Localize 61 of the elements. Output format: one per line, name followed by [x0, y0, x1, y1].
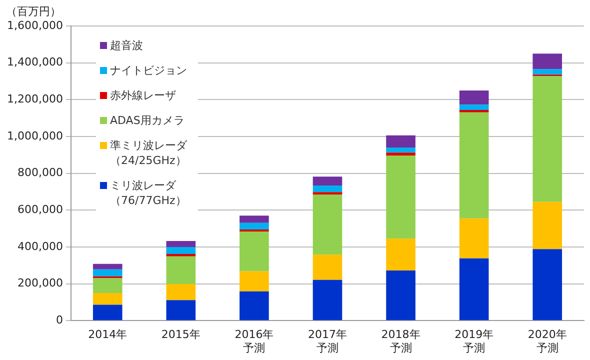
- bar: [166, 254, 196, 256]
- legend-label: ADAS用カメラ: [110, 113, 184, 128]
- x-tick-label: 2019年予測: [454, 328, 494, 354]
- bar: [312, 176, 342, 186]
- bar: [386, 148, 416, 153]
- bar: [92, 264, 122, 270]
- y-tick-label: 1,000,000: [7, 129, 63, 142]
- bar: [459, 110, 489, 112]
- x-tick-label: 2014年: [88, 328, 128, 342]
- y-tick-label: 400,000: [17, 240, 63, 253]
- bar: [459, 104, 489, 110]
- y-tick-label: 1,600,000: [7, 18, 63, 32]
- x-tick-label: 2020年予測: [528, 328, 567, 354]
- y-tick-label: 1,200,000: [7, 92, 63, 106]
- bar: [386, 135, 416, 148]
- legend-label: ナイトビジョン: [110, 63, 187, 78]
- bar: [386, 238, 416, 271]
- y-tick-label: 200,000: [17, 276, 63, 290]
- y-tick-label: 0: [56, 313, 63, 326]
- y-tick-label: 800,000: [17, 166, 63, 180]
- legend-label: 赤外線レーザ: [110, 88, 176, 103]
- bar: [166, 284, 196, 300]
- bar: [386, 155, 416, 239]
- bar: [459, 218, 489, 258]
- bar: [92, 269, 122, 276]
- bar: [532, 76, 562, 202]
- bar: [92, 292, 122, 305]
- legend-label: 超音波: [110, 38, 143, 53]
- bar: [312, 280, 342, 320]
- bar: [166, 246, 196, 254]
- bar: [312, 185, 342, 192]
- bar: [532, 202, 562, 250]
- bar: [459, 258, 489, 320]
- y-tick-label: 600,000: [17, 202, 63, 216]
- bar: [166, 300, 196, 320]
- bar: [240, 231, 269, 272]
- bar: [240, 222, 269, 230]
- bar: [459, 90, 489, 105]
- bar: [166, 241, 196, 247]
- bar: [240, 216, 269, 223]
- bar: [386, 270, 416, 320]
- x-tick-label: 2017年予測: [308, 328, 347, 354]
- bar: [532, 54, 562, 70]
- bar: [240, 271, 269, 292]
- legend-label: 準ミリ波レーダ（24/25GHz）: [110, 138, 188, 168]
- x-tick-label: 2016年予測: [234, 328, 274, 354]
- bar: [312, 194, 342, 255]
- x-tick-label: 2015年: [161, 328, 200, 342]
- y-tick-label: 1,400,000: [7, 56, 63, 69]
- bar: [532, 69, 562, 75]
- x-tick-label: 2018年予測: [381, 328, 420, 354]
- bar: [240, 291, 269, 320]
- bar: [92, 304, 122, 320]
- bar: [166, 256, 196, 284]
- bar: [92, 278, 122, 293]
- bar: [532, 249, 562, 320]
- y-axis-title: （百万円）: [6, 4, 61, 19]
- bar: [386, 152, 416, 156]
- bar: [312, 254, 342, 280]
- legend-label: ミリ波レーダ（76/77GHz）: [110, 178, 188, 208]
- bar: [459, 112, 489, 218]
